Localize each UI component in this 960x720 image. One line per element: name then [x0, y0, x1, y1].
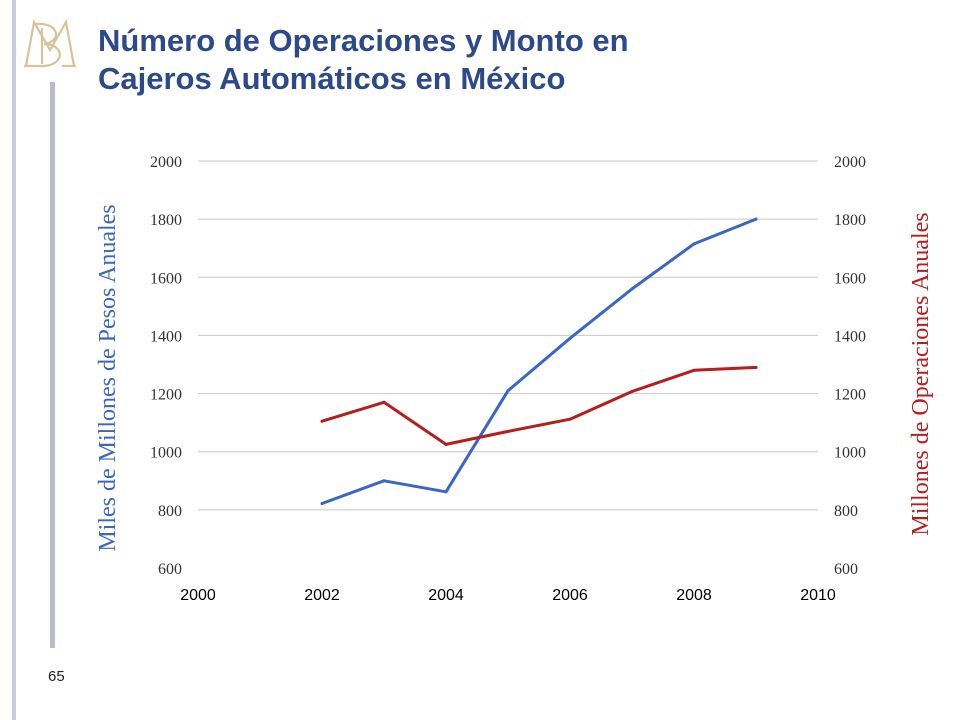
x-axis-ticks: 2000 2002 2004 2006 2008 2010 [180, 587, 836, 604]
x-tick-label: 2008 [676, 587, 712, 604]
operaciones-data-point [444, 442, 448, 446]
left-y-tick-label: 800 [158, 503, 182, 520]
left-y-tick-label: 1800 [150, 212, 182, 229]
content-decorative-rule [50, 82, 55, 648]
right-y-tick-label: 600 [834, 561, 858, 578]
right-y-tick-label: 1000 [834, 445, 866, 462]
x-tick-label: 2004 [428, 587, 464, 604]
operaciones-data-point [754, 365, 758, 369]
left-y-tick-label: 1000 [150, 445, 182, 462]
slide-title: Número de Operaciones y Monto en Cajeros… [98, 22, 918, 98]
right-y-tick-label: 800 [834, 503, 858, 520]
monto-data-point [382, 479, 386, 483]
left-y-tick-label: 1200 [150, 387, 182, 404]
monto-data-point [320, 501, 324, 505]
series-layer [320, 217, 758, 505]
monto-data-point [630, 287, 634, 291]
operaciones-data-point [630, 390, 634, 394]
left-y-tick-label: 1600 [150, 270, 182, 287]
left-decorative-rule [12, 0, 16, 720]
monto-data-point [568, 336, 572, 340]
x-tick-label: 2010 [800, 587, 836, 604]
monto-data-point [444, 490, 448, 494]
slide-title-line-2: Cajeros Automáticos en México [98, 61, 566, 96]
right-y-tick-label: 1200 [834, 387, 866, 404]
banxico-monogram-icon [24, 18, 76, 68]
operaciones-data-point [568, 417, 572, 421]
monto-data-point [692, 242, 696, 246]
slide-title-line-1: Número de Operaciones y Monto en [98, 23, 629, 58]
left-y-tick-label: 1400 [150, 328, 182, 345]
monto-data-point [506, 389, 510, 393]
right-y-tick-label: 1400 [834, 328, 866, 345]
left-y-tick-label: 2000 [150, 154, 182, 171]
x-tick-label: 2006 [552, 587, 588, 604]
left-y-axis-title: Miles de Millones de Pesos Anuales [95, 204, 121, 551]
right-y-tick-label: 1600 [834, 270, 866, 287]
right-y-axis-ticks: 600 800 1000 1200 1400 1600 1800 2000 [834, 154, 866, 578]
monto-data-point [754, 217, 758, 221]
left-y-axis-ticks: 600 800 1000 1200 1400 1600 1800 2000 [150, 154, 182, 578]
x-tick-label: 2000 [180, 587, 216, 604]
operaciones-data-point [506, 429, 510, 433]
monto-series-line [320, 217, 758, 505]
right-y-axis-title: Millones de Operaciones Anuales [908, 212, 934, 535]
operaciones-data-point [382, 400, 386, 404]
left-y-tick-label: 600 [158, 561, 182, 578]
operaciones-data-point [320, 419, 324, 423]
right-y-tick-label: 1800 [834, 212, 866, 229]
operaciones-series-line [320, 365, 758, 446]
page-number: 65 [48, 668, 65, 685]
right-y-tick-label: 2000 [834, 154, 866, 171]
grid-layer [198, 160, 818, 511]
operaciones-data-point [692, 368, 696, 372]
x-tick-label: 2002 [304, 587, 340, 604]
